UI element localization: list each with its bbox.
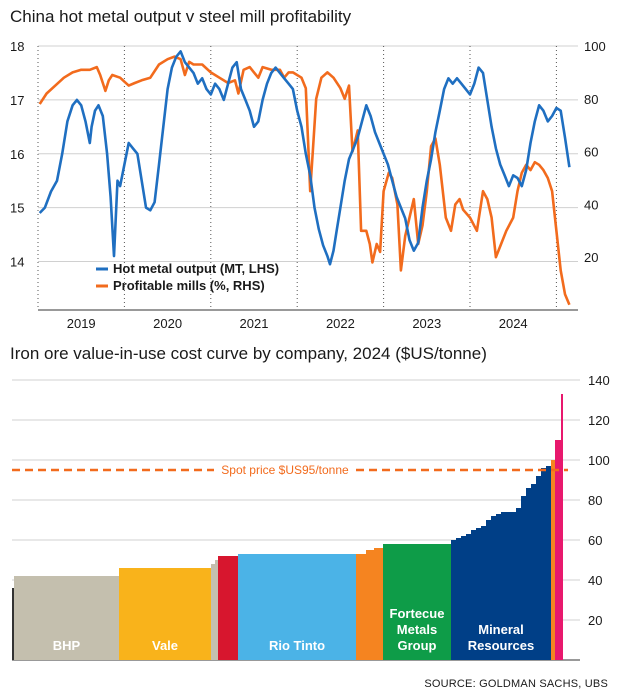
bar-step — [451, 540, 457, 660]
segment-label: Rio Tinto — [269, 638, 325, 653]
bar-step — [516, 508, 522, 660]
bar-segment — [383, 544, 451, 660]
bar-step — [456, 538, 462, 660]
right-tick-label: 40 — [584, 197, 598, 212]
right-tick-label: 80 — [584, 92, 598, 107]
bar-step — [491, 516, 497, 660]
left-tick-label: 15 — [10, 201, 24, 216]
x-tick-label: 2019 — [67, 316, 96, 331]
bar-step — [481, 526, 487, 660]
bar-segment — [366, 550, 374, 660]
legend-entry: Hot metal output (MT, LHS) — [113, 261, 279, 276]
bar-segment — [14, 576, 119, 660]
chart1-x-axis: 2019 2020 2021 2022 2023 2024 — [67, 316, 528, 331]
chart2-y-axis: 20 40 60 80 100 120 140 — [588, 373, 610, 628]
left-tick-label: 17 — [10, 93, 24, 108]
y-tick-label: 60 — [588, 533, 602, 548]
bar-step — [476, 528, 482, 660]
y-tick-label: 40 — [588, 573, 602, 588]
bar-step — [461, 536, 467, 660]
left-tick-label: 14 — [10, 255, 24, 270]
chart2-title: Iron ore value-in-use cost curve by comp… — [10, 344, 487, 363]
bar-step — [486, 520, 492, 660]
bar-step — [506, 512, 512, 660]
y-tick-label: 140 — [588, 373, 610, 388]
segment-label: Fortecue — [390, 606, 445, 621]
x-tick-label: 2023 — [412, 316, 441, 331]
bar-segment — [374, 548, 383, 660]
x-tick-label: 2020 — [153, 316, 182, 331]
segment-label: Group — [398, 638, 437, 653]
left-tick-label: 16 — [10, 147, 24, 162]
bar-step — [501, 512, 507, 660]
legend-entry: Profitable mills (%, RHS) — [113, 278, 265, 293]
y-tick-label: 20 — [588, 613, 602, 628]
bar-step — [526, 488, 532, 660]
right-tick-label: 60 — [584, 145, 598, 160]
left-tick-label: 18 — [10, 39, 24, 54]
bar-segment — [555, 440, 561, 660]
bar-step — [541, 468, 547, 660]
segment-label: Mineral — [478, 622, 524, 637]
y-tick-label: 80 — [588, 493, 602, 508]
right-tick-label: 20 — [584, 250, 598, 265]
chart1-right-axis: 20 40 60 80 100 — [584, 39, 606, 265]
bar-segment — [119, 568, 211, 660]
source-note: SOURCE: GOLDMAN SACHS, UBS — [424, 678, 608, 690]
bar-segment — [561, 394, 563, 660]
bar-step — [511, 512, 517, 660]
y-tick-label: 120 — [588, 413, 610, 428]
bar-step — [531, 484, 537, 660]
chart1-legend: Hot metal output (MT, LHS) Profitable mil… — [96, 261, 279, 293]
bar-step — [536, 476, 542, 660]
right-tick-label: 100 — [584, 39, 606, 54]
chart1-year-dividers — [37, 46, 557, 310]
bar-step — [546, 466, 552, 660]
hot-metal-line — [38, 50, 571, 266]
bar-segment — [551, 460, 555, 660]
segment-label: Resources — [468, 638, 534, 653]
bar-segment — [356, 554, 366, 660]
segment-label: Vale — [152, 638, 178, 653]
bar-segment — [238, 554, 356, 660]
bar-segment — [211, 564, 215, 660]
chart2-bars — [12, 394, 563, 660]
bar-step — [496, 514, 502, 660]
chart2-spot-price-line: Spot price $US95/tonne — [12, 463, 568, 477]
x-tick-label: 2024 — [499, 316, 528, 331]
segment-label: BHP — [53, 638, 81, 653]
spot-price-label: Spot price $US95/tonne — [221, 463, 349, 477]
chart1-left-axis: 14 15 16 17 18 — [10, 39, 24, 270]
segment-label: Metals — [397, 622, 437, 637]
x-tick-label: 2022 — [326, 316, 355, 331]
x-tick-label: 2021 — [240, 316, 269, 331]
bar-segment — [215, 560, 218, 660]
y-tick-label: 100 — [588, 453, 610, 468]
bar-segment — [218, 556, 238, 660]
bar-step — [466, 534, 472, 660]
chart1-series — [38, 50, 571, 306]
bar-step — [521, 496, 527, 660]
profitable-mills-line — [38, 55, 571, 306]
bar-step — [471, 530, 477, 660]
chart1-title: China hot metal output v steel mill prof… — [10, 7, 352, 26]
